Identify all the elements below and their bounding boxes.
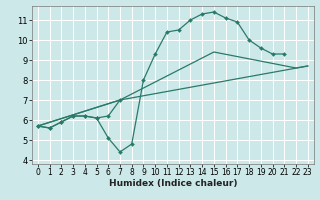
X-axis label: Humidex (Indice chaleur): Humidex (Indice chaleur): [108, 179, 237, 188]
